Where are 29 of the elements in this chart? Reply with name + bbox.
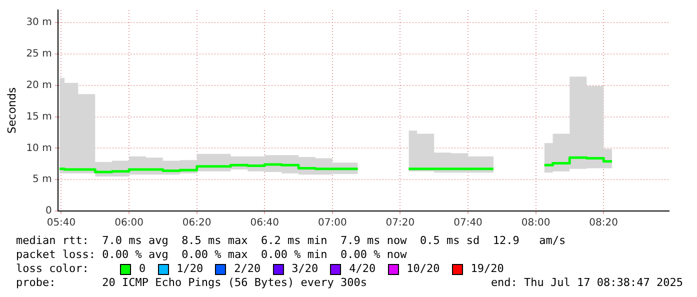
y-tick-label: 30 m — [26, 17, 52, 28]
x-tick-label: 07:00 — [318, 218, 347, 229]
x-tick-label: 06:20 — [182, 218, 212, 229]
x-tick-label: 08:00 — [521, 218, 550, 229]
x-tick-label: 06:40 — [250, 218, 280, 229]
text: 19/20 — [470, 262, 504, 276]
text: median rtt: 7.0 ms avg 8.5 ms max 6.2 ms min 7.9 ms now 0.5 ms sd 12.9 am/s — [15, 234, 567, 248]
y-tick-label: 25 m — [26, 48, 52, 60]
x-tick-label: 07:20 — [386, 218, 415, 229]
y-axis-title: Seconds — [5, 87, 18, 134]
text: loss color: — [16, 262, 90, 276]
y-tick-label: 0 — [45, 206, 52, 217]
x-tick-label: 05:40 — [46, 218, 76, 229]
x-tick-label: 06:00 — [114, 218, 144, 229]
text: end: Thu Jul 17 08:38:47 2025 — [490, 276, 683, 290]
y-tick-label: 5 m — [32, 174, 52, 186]
y-tick-label: 10 m — [26, 142, 52, 154]
text: 10/20 — [406, 262, 440, 276]
text: 4/20 — [349, 262, 376, 276]
text: probe: 20 ICMP Echo Pings (56 Bytes) every 300s — [16, 276, 367, 290]
text: 0 — [139, 262, 146, 276]
text: 3/20 — [292, 262, 318, 276]
y-tick-label: 15 m — [26, 111, 52, 122]
x-tick-label: 07:40 — [454, 218, 482, 229]
y-tick-label: 20 m — [26, 80, 52, 91]
x-tick-label: 08:20 — [589, 218, 618, 229]
text: 2/20 — [234, 262, 261, 276]
text: packet loss: 0.00 % avg 0.00 % max 0.00 % min 0.00 % now — [15, 248, 408, 262]
text: 1/20 — [176, 262, 204, 276]
